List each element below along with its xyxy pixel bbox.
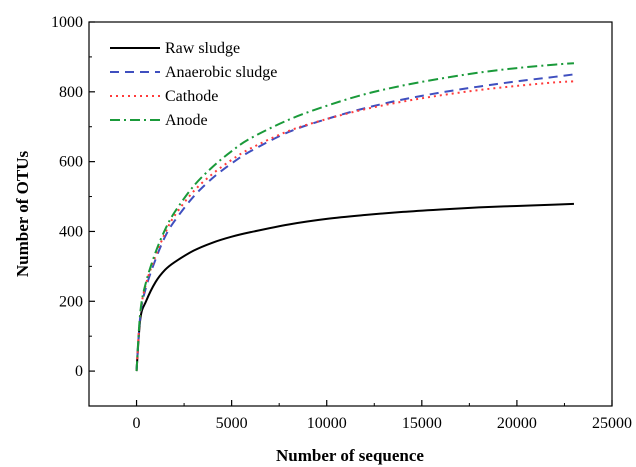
- x-tick-label: 10000: [307, 415, 347, 432]
- x-tick-label: 25000: [592, 415, 632, 432]
- tick-group: [88, 21, 613, 407]
- series-line-raw-sludge: [135, 202, 574, 372]
- x-axis-title: Number of sequence: [276, 446, 424, 465]
- x-tick-label: 5000: [216, 415, 248, 432]
- series-line-anaerobic-sludge: [135, 73, 575, 372]
- y-tick-label: 600: [59, 154, 83, 171]
- tick-label-group: 0 5000 10000 15000 20000 25000 0 200 400 600 800 10…: [51, 14, 632, 432]
- y-tick-label: 400: [59, 223, 83, 240]
- x-tick-label: 15000: [402, 415, 442, 432]
- series-line-group: [135, 62, 575, 372]
- legend: Raw sludge Anaerobic sludge Cathode Anode: [110, 40, 277, 129]
- legend-label: Anode: [165, 112, 208, 129]
- legend-label: Raw sludge: [165, 40, 240, 57]
- x-tick-label: 20000: [497, 415, 537, 432]
- y-tick-label: 1000: [51, 14, 83, 31]
- x-tick-label: 0: [133, 415, 141, 432]
- legend-label: Cathode: [165, 88, 218, 105]
- y-tick-label: 800: [59, 84, 83, 101]
- y-tick-label: 200: [59, 293, 83, 310]
- series-line-anode: [135, 62, 575, 372]
- plot-frame: [88, 21, 613, 407]
- legend-label: Anaerobic sludge: [165, 64, 277, 81]
- y-tick-label: 0: [75, 363, 83, 380]
- y-axis-title: Number of OTUs: [13, 150, 32, 277]
- series-line-cathode: [135, 80, 575, 372]
